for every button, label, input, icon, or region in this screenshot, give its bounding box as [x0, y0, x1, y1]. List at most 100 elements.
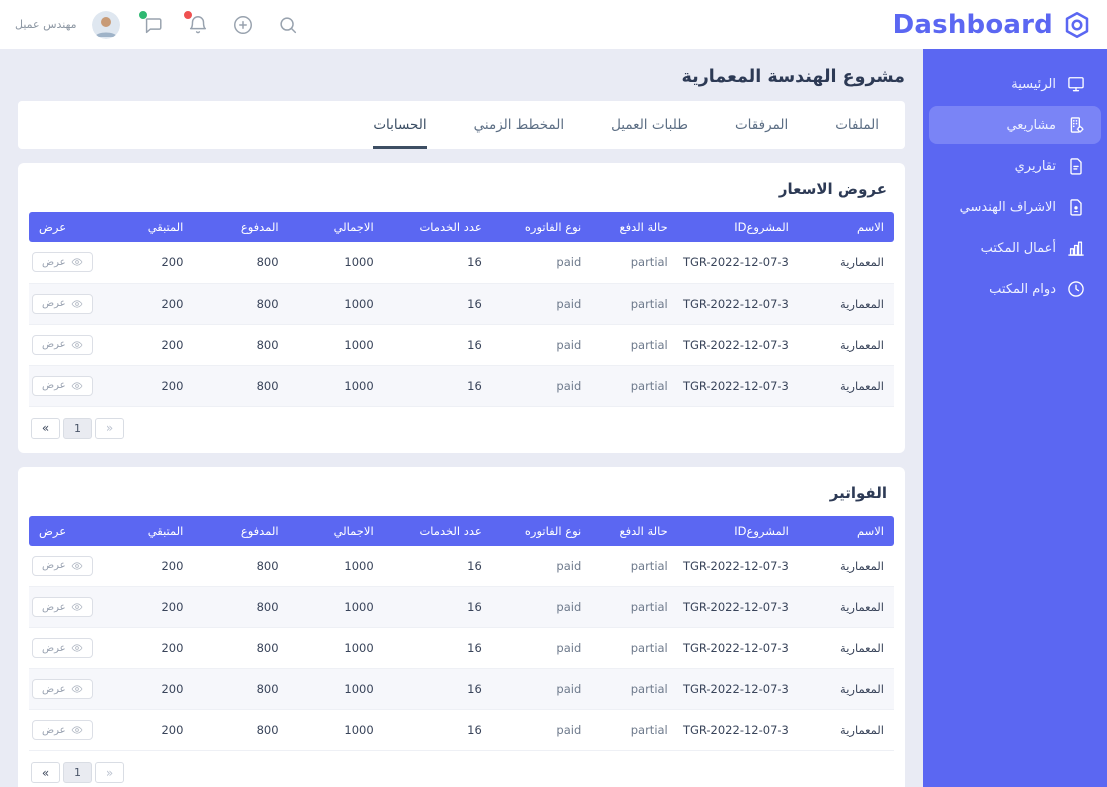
cell-payment-status: partial — [591, 242, 678, 284]
office-works-chart-icon — [1066, 238, 1086, 258]
messages-icon[interactable] — [137, 9, 165, 37]
view-button[interactable]: عرض — [32, 293, 93, 314]
topbar: Dashboard مهندس عميل — [0, 0, 1107, 49]
reports-file-icon — [1066, 156, 1086, 176]
table-row: المعمارية TGR-2022-12-07-3 partial paid … — [29, 709, 894, 751]
sidebar-item-home[interactable]: الرئيسية — [929, 65, 1101, 103]
column-header: الاجمالي — [288, 212, 384, 242]
cell-invoice-type: paid — [491, 709, 592, 751]
table-row: المعمارية TGR-2022-12-07-3 partial paid … — [29, 668, 894, 710]
cell-total: 1000 — [288, 324, 384, 366]
cell-total: 1000 — [288, 283, 384, 325]
supervision-file-icon — [1066, 197, 1086, 217]
quotes-pagination: « 1 » — [31, 417, 124, 439]
view-button[interactable]: عرض — [32, 334, 93, 355]
sidebar-item-office-works[interactable]: أعمال المكتب — [929, 229, 1101, 267]
invoices-title: الفواتير — [829, 483, 887, 502]
cell-remaining: 200 — [102, 709, 194, 751]
pagination-prev-button[interactable]: « — [31, 417, 60, 439]
cell-total: 1000 — [288, 586, 384, 628]
cell-view: عرض — [29, 242, 103, 284]
cell-remaining: 200 — [102, 324, 194, 366]
column-header: المشروعID — [677, 515, 799, 546]
view-button[interactable]: عرض — [32, 638, 93, 658]
tab-attachments[interactable]: المرفقات — [734, 117, 789, 133]
messages-badge — [137, 9, 148, 20]
invoices-pagination: « 1 » — [31, 762, 124, 783]
add-plus-icon[interactable] — [231, 13, 255, 37]
cell-remaining: 200 — [102, 283, 194, 325]
invoices-table: الاسم المشروعID حالة الدفع نوع الفاتوره عدد … — [29, 515, 894, 751]
sidebar: الرئيسية مشاريعي تقاريري الاشراف الهندسي… — [923, 49, 1107, 787]
cell-services-count: 16 — [383, 627, 492, 669]
cell-services-count: 16 — [383, 586, 492, 628]
tab-client-requests[interactable]: طلبات العميل — [611, 117, 688, 133]
cell-services-count: 16 — [383, 242, 492, 284]
column-header: عرض — [29, 515, 103, 546]
cell-paid: 800 — [193, 709, 289, 751]
cell-paid: 800 — [193, 627, 289, 669]
column-header: المدفوع — [193, 515, 289, 546]
cell-invoice-type: paid — [491, 545, 592, 587]
tab-accounts[interactable]: الحسابات — [373, 101, 427, 149]
invoices-card: الفواتير الاسم المشروعID حالة الدفع نوع الف… — [18, 466, 905, 787]
view-button-label: عرض — [42, 724, 66, 736]
column-header: الاسم — [798, 515, 894, 546]
cell-services-count: 16 — [383, 324, 492, 366]
cell-name: المعمارية — [798, 242, 894, 284]
table-row: المعمارية TGR-2022-12-07-3 partial paid … — [29, 283, 894, 325]
cell-view: عرض — [29, 283, 103, 325]
view-button[interactable]: عرض — [32, 720, 93, 740]
column-header: المتبقي — [102, 515, 194, 546]
cell-paid: 800 — [193, 242, 289, 284]
view-button-label: عرض — [42, 298, 66, 309]
cell-services-count: 16 — [383, 668, 492, 710]
cell-payment-status: partial — [591, 283, 678, 325]
view-button[interactable]: عرض — [32, 375, 93, 396]
sidebar-item-office-hours[interactable]: دوام المكتب — [929, 270, 1101, 308]
cell-invoice-type: paid — [491, 242, 592, 284]
cell-payment-status: partial — [591, 586, 678, 628]
view-button[interactable]: عرض — [32, 679, 93, 699]
user-role-label: مهندس عميل — [15, 18, 77, 31]
cell-total: 1000 — [288, 668, 384, 710]
cell-invoice-type: paid — [491, 365, 592, 407]
notifications-bell-icon[interactable] — [182, 9, 210, 37]
cell-invoice-type: paid — [491, 627, 592, 669]
cell-name: المعمارية — [798, 324, 894, 366]
tab-bar: الملفات المرفقات طلبات العميل المخطط الز… — [18, 101, 905, 149]
pagination-current-page[interactable]: 1 — [63, 762, 92, 783]
table-row: المعمارية TGR-2022-12-07-3 partial paid … — [29, 324, 894, 366]
avatar[interactable] — [91, 10, 120, 39]
cell-name: المعمارية — [798, 668, 894, 710]
cell-invoice-type: paid — [491, 283, 592, 325]
search-icon[interactable] — [276, 13, 300, 37]
brand: Dashboard — [893, 10, 1092, 40]
column-header: المتبقي — [102, 212, 194, 242]
cell-project-id: TGR-2022-12-07-3 — [677, 668, 799, 710]
view-button[interactable]: عرض — [32, 597, 93, 617]
cell-paid: 800 — [193, 586, 289, 628]
sidebar-item-reports[interactable]: تقاريري — [929, 147, 1101, 185]
view-button-label: عرض — [42, 256, 66, 268]
tab-files[interactable]: الملفات — [835, 117, 879, 133]
brand-hexagon-icon — [1062, 10, 1092, 40]
tab-timeline[interactable]: المخطط الزمني — [473, 117, 565, 133]
quotes-card: عروض الاسعار الاسم المشروعID حالة الدفع نوع… — [18, 163, 905, 453]
sidebar-item-supervision[interactable]: الاشراف الهندسي — [929, 188, 1101, 226]
pagination-current-page[interactable]: 1 — [63, 417, 92, 439]
sidebar-item-projects[interactable]: مشاريعي — [929, 106, 1101, 144]
view-button[interactable]: عرض — [32, 555, 93, 576]
cell-name: المعمارية — [798, 545, 894, 587]
pagination-prev-button[interactable]: « — [31, 762, 60, 783]
table-row: المعمارية TGR-2022-12-07-3 partial paid … — [29, 586, 894, 628]
pagination-next-button[interactable]: » — [95, 762, 124, 783]
brand-title: Dashboard — [892, 9, 1053, 40]
cell-paid: 800 — [193, 324, 289, 366]
view-button[interactable]: عرض — [32, 252, 93, 273]
pagination-next-button[interactable]: » — [95, 417, 124, 439]
page-title: مشروع الهندسة المعمارية — [681, 67, 905, 87]
notifications-badge — [182, 9, 193, 20]
cell-services-count: 16 — [383, 365, 492, 407]
cell-paid: 800 — [193, 283, 289, 325]
